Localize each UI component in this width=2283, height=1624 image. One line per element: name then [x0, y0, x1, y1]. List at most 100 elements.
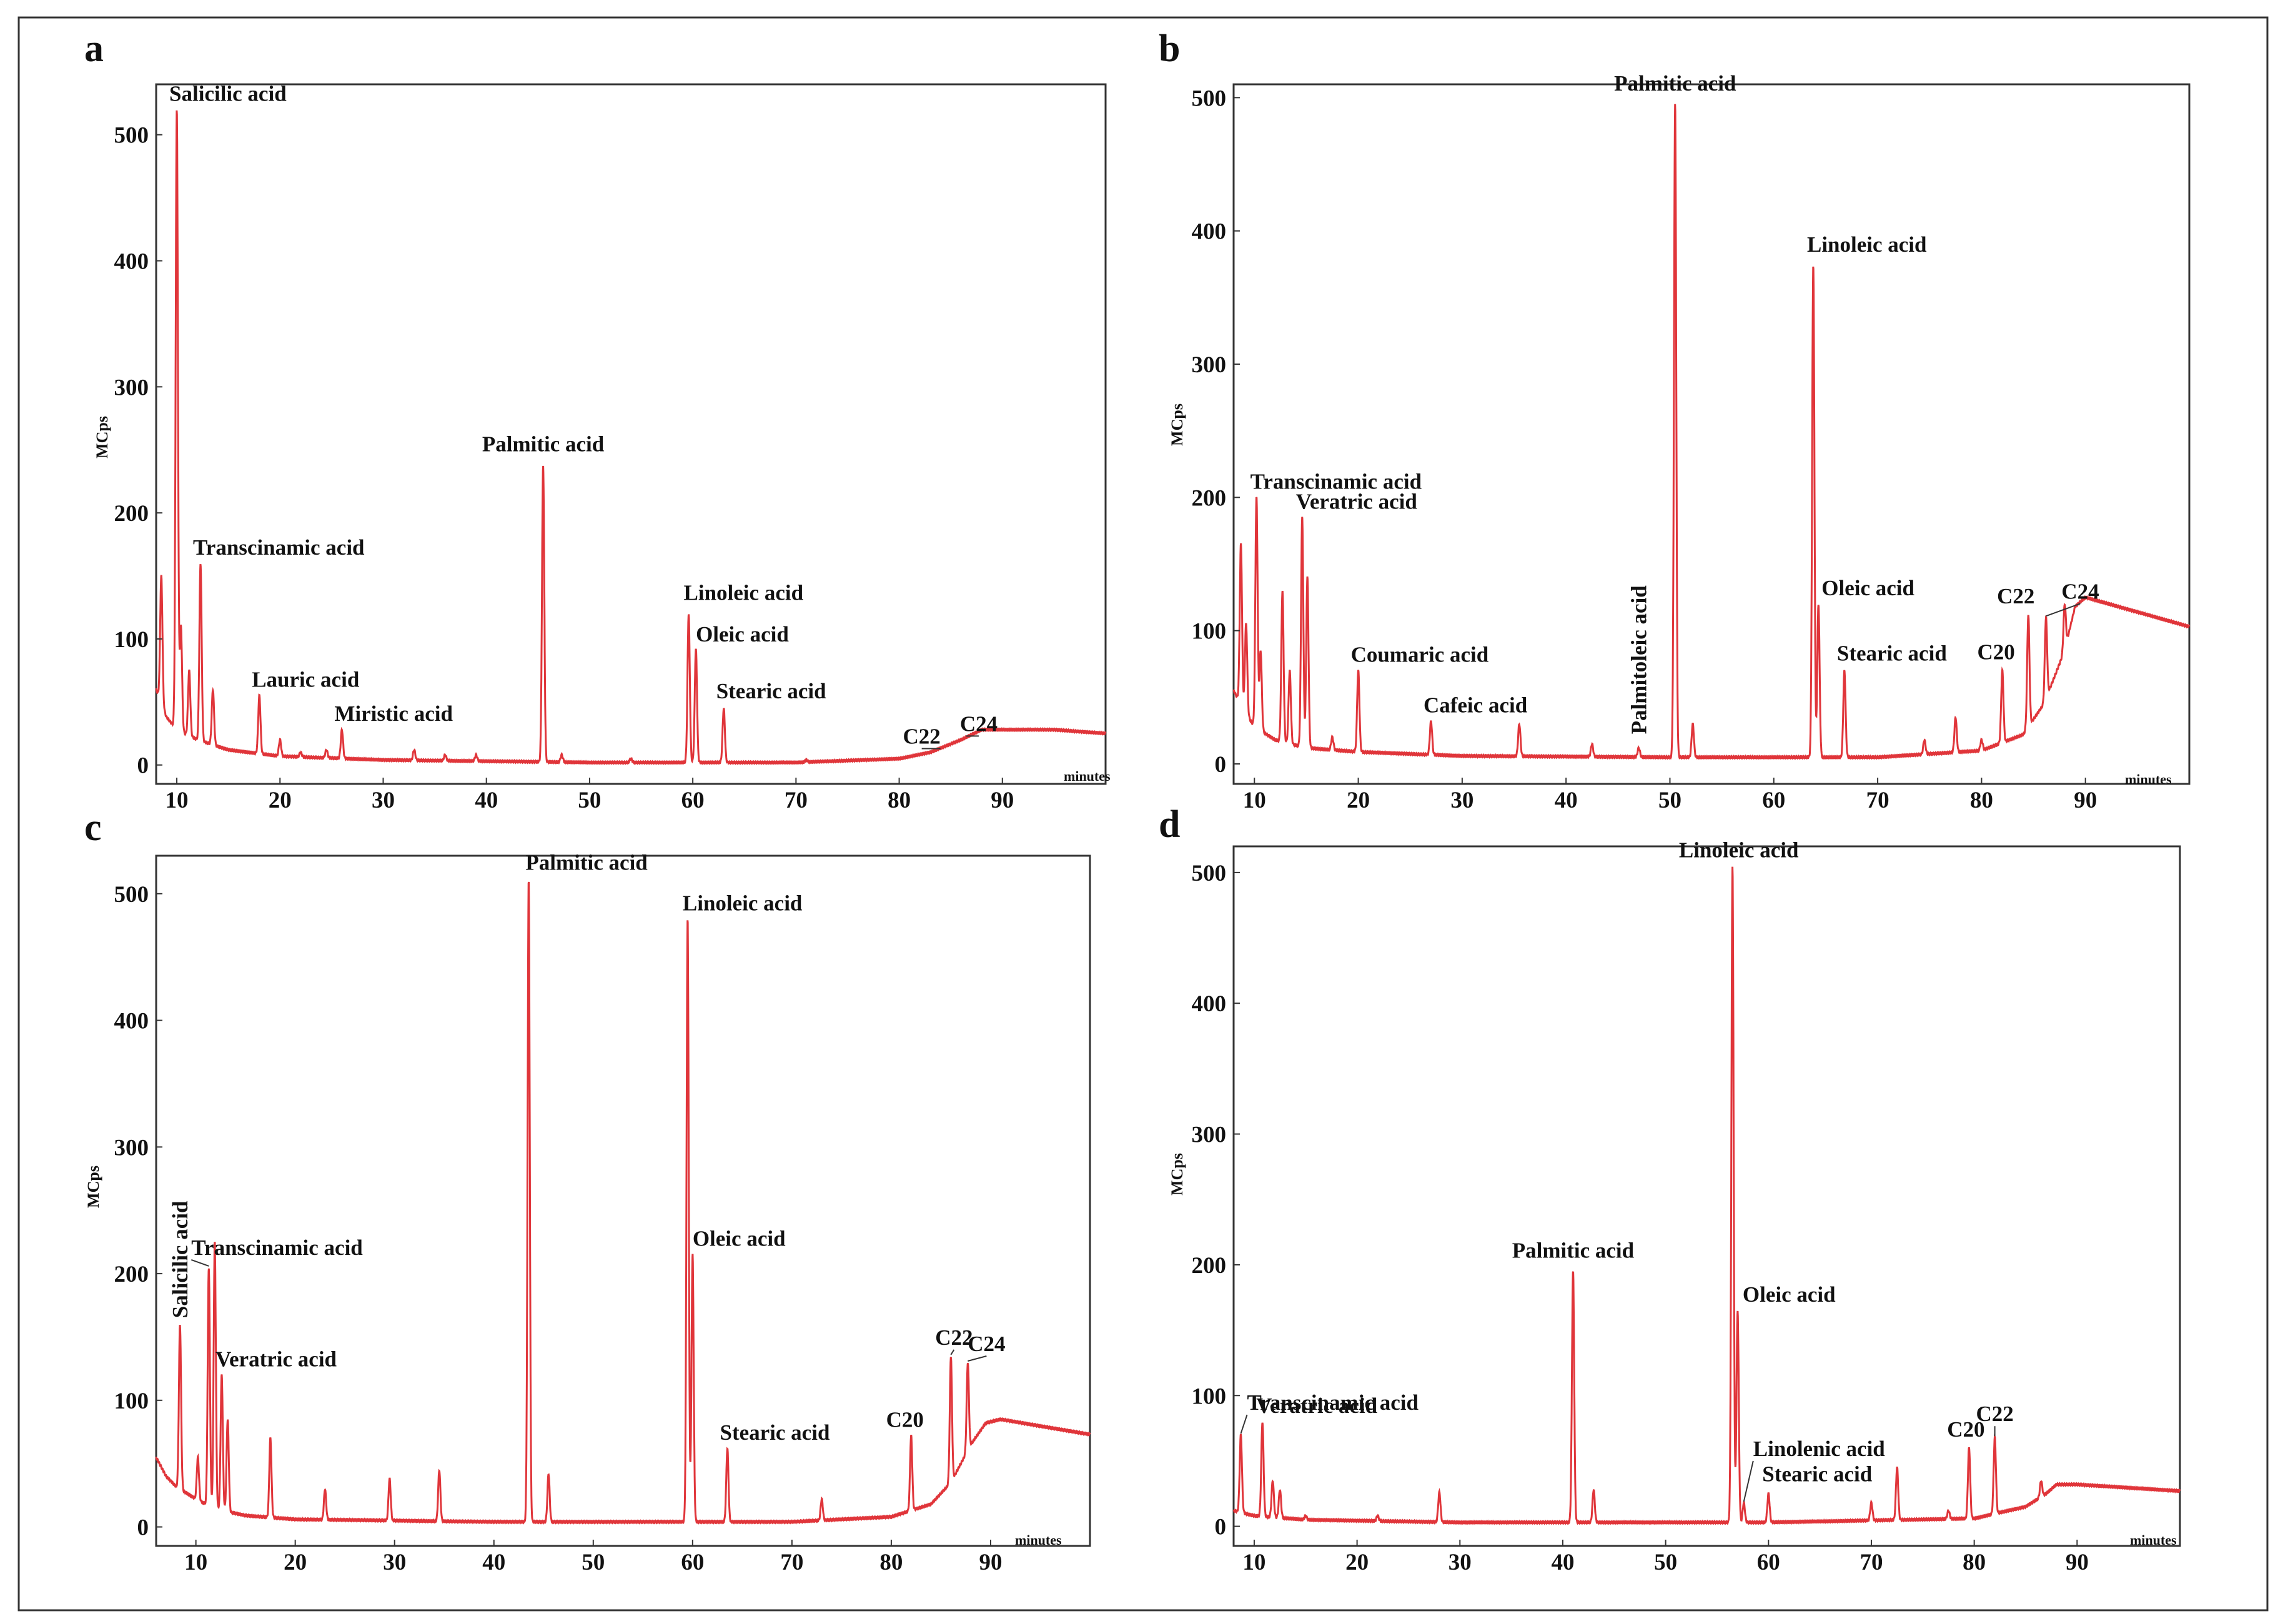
peak-label: C20 — [1947, 1417, 1984, 1442]
y-tick-label: 400 — [114, 249, 149, 275]
chromatogram-trace — [155, 110, 1107, 765]
label-leader-line — [191, 1259, 209, 1267]
x-tick-label: 10 — [1242, 1550, 1265, 1575]
y-axis-title-a: MCps — [93, 416, 111, 458]
x-tick-label: 10 — [166, 788, 189, 813]
y-tick-label: 200 — [1192, 485, 1227, 511]
x-tick-label: 20 — [1345, 1550, 1369, 1575]
y-tick-label: 0 — [137, 1515, 149, 1541]
peak-label: Miristic acid — [334, 701, 453, 726]
peak-label: Veratric acid — [1256, 1394, 1378, 1418]
peak-label: Transcinamic acid — [191, 1235, 363, 1260]
peak-label: Transcinamic acid — [1250, 469, 1422, 493]
peak-label: Palmitic acid — [1614, 71, 1736, 96]
label-leader-line — [950, 1349, 955, 1355]
chromatogram-trace — [155, 881, 1091, 1525]
x-tick-label: 90 — [2066, 1550, 2089, 1575]
peak-label: Stearic acid — [720, 1420, 830, 1445]
peak-label: Linoleic acid — [683, 891, 803, 915]
peak-label: C20 — [886, 1408, 924, 1432]
peak-label: Transcinamic acid — [1247, 1390, 1419, 1415]
x-tick-label: 50 — [1658, 788, 1681, 813]
x-tick-label: 80 — [888, 788, 911, 813]
y-tick-label: 0 — [1215, 1515, 1227, 1540]
x-tick-label: 50 — [582, 1550, 605, 1575]
peak-label: Transcinamic acid — [193, 535, 365, 560]
panel-letter-c: c — [84, 806, 102, 849]
peak-label: Linolenic acid — [1753, 1437, 1886, 1461]
peak-label: Salicilic acid — [169, 81, 287, 106]
peak-label: C24 — [968, 1332, 1005, 1356]
peak-label: Palmitic acid — [525, 850, 648, 874]
peak-label: Oleic acid — [1743, 1282, 1836, 1307]
x-tick-label: 80 — [1970, 788, 1993, 813]
y-tick-label: 300 — [1192, 352, 1227, 378]
y-tick-label: 500 — [1192, 861, 1227, 886]
x-tick-label: 40 — [475, 788, 498, 813]
x-tick-label: 90 — [991, 788, 1014, 813]
y-tick-label: 300 — [114, 1135, 149, 1161]
x-axis-unit-d: minutes — [2130, 1532, 2177, 1548]
peak-label: C24 — [2061, 579, 2099, 603]
y-tick-label: 500 — [114, 882, 149, 908]
plot-frame-a — [155, 83, 1107, 785]
y-tick-label: 200 — [1192, 1253, 1227, 1279]
x-tick-label: 70 — [1866, 788, 1889, 813]
peak-label: Linoleic acid — [1807, 232, 1927, 257]
y-axis-title-d: MCps — [1168, 1153, 1186, 1196]
x-axis-unit-c: minutes — [1015, 1532, 1062, 1548]
panel-letter-a: a — [84, 27, 104, 70]
x-tick-label: 20 — [284, 1550, 307, 1575]
label-leader-line — [968, 1355, 987, 1362]
y-tick-label: 300 — [1192, 1122, 1227, 1148]
y-tick-label: 100 — [1192, 1384, 1227, 1409]
panel-letter-b: b — [1159, 27, 1180, 70]
y-tick-label: 100 — [114, 627, 149, 653]
series-a — [155, 110, 1107, 765]
peak-label: Linoleic acid — [684, 581, 804, 605]
x-tick-label: 20 — [1347, 788, 1370, 813]
label-leader-line — [1240, 1414, 1248, 1434]
peak-label: Palmitic acid — [482, 432, 605, 456]
x-tick-label: 70 — [780, 1550, 803, 1575]
peak-label: Linoleic acid — [1679, 838, 1799, 862]
y-tick-label: 500 — [1192, 86, 1227, 111]
peak-label: C22 — [935, 1325, 973, 1350]
peak-label: Stearic acid — [716, 679, 826, 703]
y-tick-label: 200 — [114, 1262, 149, 1287]
x-tick-label: 40 — [482, 1550, 505, 1575]
x-tick-label: 10 — [184, 1550, 207, 1575]
x-tick-label: 50 — [578, 788, 601, 813]
peak-label: C22 — [1976, 1402, 2013, 1426]
peak-label: Palmitic acid — [1512, 1238, 1635, 1262]
peak-label: Salicilic acid — [168, 1201, 192, 1318]
series-d — [1232, 866, 2181, 1525]
plot-frame-c — [155, 854, 1091, 1547]
y-tick-label: 100 — [1192, 619, 1227, 645]
chromatogram-trace — [1232, 866, 2181, 1525]
y-tick-label: 400 — [114, 1009, 149, 1034]
y-tick-label: 100 — [114, 1389, 149, 1414]
panel-a: a MCps minutes 10 20 30 40 50 60 70 80 90 0 100 200… — [84, 27, 1111, 813]
panel-letter-d: d — [1159, 803, 1180, 846]
x-tick-label: 30 — [383, 1550, 406, 1575]
label-leader-line — [1743, 1460, 1754, 1502]
peak-label: Oleic acid — [1821, 576, 1914, 600]
peak-label: C22 — [1997, 584, 2034, 608]
x-tick-label: 70 — [1860, 1550, 1883, 1575]
x-tick-label: 60 — [681, 1550, 704, 1575]
x-tick-label: 80 — [1963, 1550, 1986, 1575]
peak-label: Stearic acid — [1837, 641, 1947, 666]
panel-b: b MCps minutes 10 20 30 40 50 60 70 80 90 0 100 200… — [1159, 27, 2191, 813]
chromatogram-trace — [1232, 104, 2191, 760]
x-tick-label: 60 — [1762, 788, 1785, 813]
panel-d: d MCps minutes 10 20 30 40 50 60 70 80 90 0 100 200… — [1159, 803, 2181, 1575]
peak-label: Cafeic acid — [1424, 693, 1528, 718]
peak-label: C24 — [960, 711, 998, 736]
x-tick-label: 60 — [681, 788, 705, 813]
y-tick-label: 400 — [1192, 991, 1227, 1017]
peak-label: Oleic acid — [696, 622, 789, 646]
y-tick-label: 300 — [114, 375, 149, 400]
x-axis-unit-b: minutes — [2125, 771, 2172, 787]
